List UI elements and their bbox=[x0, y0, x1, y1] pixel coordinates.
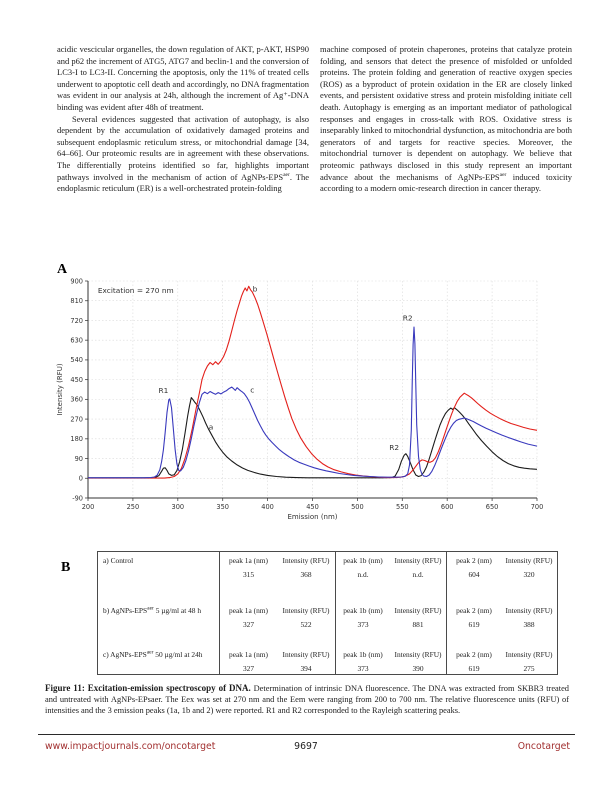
table-cell: peak 1b (nm) 373 bbox=[335, 602, 390, 646]
table-cell: peak 2 (nm) 619 bbox=[446, 646, 501, 674]
y-tick-label: 90 bbox=[75, 455, 83, 463]
paragraph-text: induced toxicity according to a modern o… bbox=[320, 171, 572, 194]
footer-journal-name: Oncotarget bbox=[517, 741, 570, 752]
panel-b-label: B bbox=[61, 560, 71, 575]
series-line-1 bbox=[88, 397, 538, 479]
emission-spectra-chart: 200 250 300 350 400 450 500 550 600 650 700 -90 0 90 1… bbox=[56, 277, 544, 521]
text-column-right: machine composed of protein chaperones, … bbox=[320, 44, 572, 195]
table-cell: Intensity (RFU) 394 bbox=[282, 650, 330, 673]
paragraph-text: Several evidences suggested that activat… bbox=[57, 113, 309, 182]
series-line-2 bbox=[88, 285, 538, 479]
table-cell: Intensity (RFU) n.d. bbox=[394, 556, 442, 579]
table-cell: Intensity (RFU) 388 bbox=[505, 606, 553, 629]
chart-annotation: c bbox=[250, 385, 254, 394]
table-row-label: c) AgNPs-EPSaer 50 µg/ml at 24h bbox=[103, 649, 203, 659]
y-tick-label: 360 bbox=[70, 396, 83, 404]
table-cell: Intensity (RFU) 881 bbox=[394, 606, 442, 629]
chart-annotation: b bbox=[253, 285, 258, 294]
x-tick-label: 550 bbox=[396, 503, 409, 511]
paragraph: acidic vescicular organelles, the down r… bbox=[57, 44, 309, 114]
chart-annotation: Excitation = 270 nm bbox=[98, 286, 174, 295]
x-tick-label: 400 bbox=[261, 503, 274, 511]
table-cell: Intensity (RFU) 522 bbox=[282, 606, 330, 629]
figure-caption-text: Determination of intrinsic DNA fluoresce… bbox=[45, 684, 569, 716]
chart-annotation: R2 bbox=[389, 443, 399, 452]
x-tick-label: 450 bbox=[306, 503, 319, 511]
y-tick-label: 900 bbox=[70, 277, 83, 285]
x-tick-label: 500 bbox=[351, 503, 364, 511]
panel-a-label: A bbox=[57, 262, 68, 277]
table-cell: Intensity (RFU) 368 bbox=[282, 556, 330, 579]
table-cell: peak 1b (nm) n.d. bbox=[335, 552, 390, 602]
x-tick-label: 600 bbox=[441, 503, 454, 511]
chart-annotation: R1 bbox=[159, 386, 169, 395]
table-cell: peak 2 (nm) 619 bbox=[446, 602, 501, 646]
y-tick-label: 180 bbox=[70, 435, 83, 443]
y-tick-label: 0 bbox=[79, 475, 83, 483]
table-cell: Intensity (RFU) 320 bbox=[505, 556, 553, 579]
paragraph-text: acidic vescicular organelles, the down r… bbox=[57, 44, 310, 112]
x-tick-label: 250 bbox=[127, 503, 140, 511]
y-tick-label: 720 bbox=[70, 317, 83, 325]
y-tick-label: 630 bbox=[70, 336, 83, 344]
x-tick-label: 300 bbox=[172, 503, 185, 511]
chart-annotation: R2 bbox=[403, 313, 413, 322]
table-cell: Intensity (RFU) 275 bbox=[505, 650, 553, 673]
table-cell: peak 2 (nm) 604 bbox=[446, 552, 501, 602]
table-row-label: a) Control bbox=[103, 556, 134, 565]
paragraph-text: machine composed of protein chaperones, … bbox=[320, 44, 572, 182]
x-axis-title: Emission (nm) bbox=[287, 513, 337, 521]
footer-page-number: 9697 bbox=[294, 741, 318, 752]
footer-journal-url: www.impactjournals.com/oncotarget bbox=[45, 741, 216, 752]
x-tick-label: 650 bbox=[486, 503, 499, 511]
figure-caption: Figure 11: Excitation-emission spectrosc… bbox=[45, 683, 569, 717]
figure-caption-title: Figure 11: Excitation-emission spectrosc… bbox=[45, 683, 251, 693]
table-cell: peak 1a (nm) 315 bbox=[219, 552, 277, 602]
paragraph: Several evidences suggested that activat… bbox=[57, 114, 309, 195]
x-tick-label: 700 bbox=[531, 503, 544, 511]
x-tick-label: 200 bbox=[82, 503, 95, 511]
peaks-table: a) Control peak 1a (nm) 315 Intensity (RF… bbox=[97, 551, 558, 675]
table-cell: peak 1b (nm) 373 bbox=[335, 646, 390, 674]
y-tick-label: -90 bbox=[72, 494, 83, 502]
y-tick-label: 270 bbox=[70, 415, 83, 423]
chart-annotation: a bbox=[209, 423, 214, 432]
y-tick-label: 540 bbox=[70, 356, 83, 364]
superscript: aer bbox=[283, 171, 290, 178]
table-cell: Intensity (RFU) 390 bbox=[394, 650, 442, 673]
y-tick-label: 450 bbox=[70, 376, 83, 384]
x-tick-label: 350 bbox=[216, 503, 229, 511]
paragraph-text: . The endoplasmic reticulum (ER) is a we… bbox=[57, 171, 310, 194]
y-axis-title: Intensity (RFU) bbox=[56, 363, 64, 415]
superscript: aer bbox=[499, 171, 507, 178]
table-row-label: b) AgNPs-EPSaer 5 µg/ml at 48 h bbox=[103, 605, 202, 615]
footer-divider bbox=[38, 734, 575, 736]
series-line-3 bbox=[88, 326, 538, 479]
table-cell: peak 1a (nm) 327 bbox=[219, 602, 277, 646]
text-column-left: acidic vescicular organelles, the down r… bbox=[57, 44, 309, 195]
paragraph: machine composed of protein chaperones, … bbox=[320, 44, 572, 195]
table-cell: peak 1a (nm) 327 bbox=[219, 646, 277, 674]
y-tick-label: 810 bbox=[70, 297, 83, 305]
